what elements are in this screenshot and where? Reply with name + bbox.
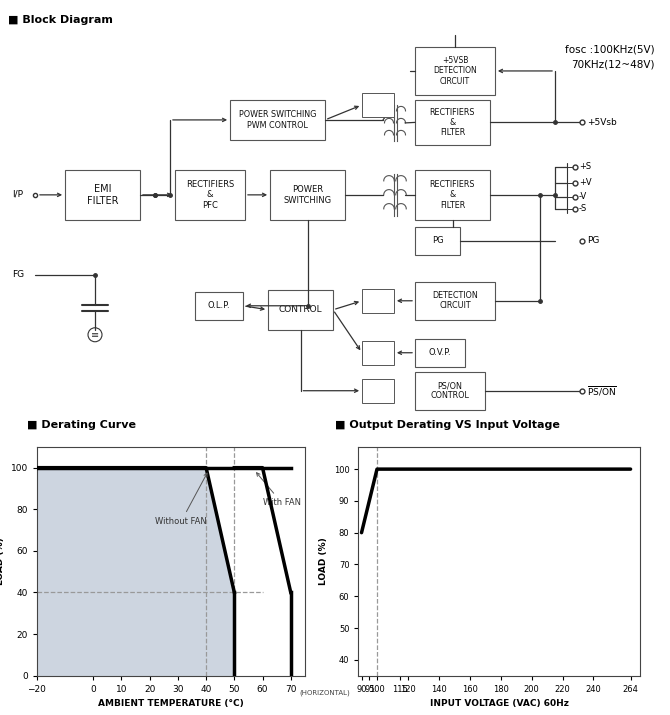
- Text: DETECTION
CIRCUIT: DETECTION CIRCUIT: [432, 291, 478, 310]
- Text: RECTIFIERS
&
FILTER: RECTIFIERS & FILTER: [429, 107, 475, 137]
- Text: +V: +V: [579, 178, 592, 187]
- FancyBboxPatch shape: [415, 100, 490, 145]
- Text: O.L.P.: O.L.P.: [208, 301, 230, 310]
- Text: ■ Derating Curve: ■ Derating Curve: [27, 420, 136, 430]
- Text: RECTIFIERS
&
FILTER: RECTIFIERS & FILTER: [429, 180, 475, 209]
- Text: PG: PG: [431, 237, 444, 245]
- Text: ■ Block Diagram: ■ Block Diagram: [8, 15, 113, 25]
- FancyBboxPatch shape: [362, 341, 394, 365]
- Text: Without FAN: Without FAN: [155, 473, 207, 526]
- FancyBboxPatch shape: [415, 372, 485, 410]
- Text: 70KHz(12~48V): 70KHz(12~48V): [572, 60, 655, 70]
- Text: I/P: I/P: [12, 189, 23, 198]
- X-axis label: AMBIENT TEMPERATURE (°C): AMBIENT TEMPERATURE (°C): [98, 699, 244, 709]
- Text: RECTIFIERS
&
PFC: RECTIFIERS & PFC: [186, 180, 234, 209]
- FancyBboxPatch shape: [415, 282, 495, 320]
- Text: EMI
FILTER: EMI FILTER: [86, 184, 118, 206]
- FancyBboxPatch shape: [230, 100, 325, 140]
- FancyBboxPatch shape: [415, 47, 495, 95]
- Y-axis label: LOAD (%): LOAD (%): [0, 538, 5, 585]
- FancyBboxPatch shape: [65, 170, 140, 220]
- Text: With FAN: With FAN: [257, 473, 301, 507]
- FancyBboxPatch shape: [268, 290, 333, 330]
- FancyBboxPatch shape: [362, 289, 394, 312]
- FancyBboxPatch shape: [415, 227, 460, 255]
- Text: -S: -S: [579, 204, 587, 213]
- FancyBboxPatch shape: [195, 292, 243, 320]
- Text: +5VSB
DETECTION
CIRCUIT: +5VSB DETECTION CIRCUIT: [433, 56, 477, 86]
- Polygon shape: [234, 468, 291, 676]
- Text: POWER
SWITCHING: POWER SWITCHING: [283, 185, 332, 204]
- Text: FG: FG: [12, 270, 24, 280]
- Text: +S: +S: [579, 162, 591, 172]
- FancyBboxPatch shape: [270, 170, 345, 220]
- Text: PS/ON
CONTROL: PS/ON CONTROL: [431, 381, 470, 400]
- FancyBboxPatch shape: [362, 93, 394, 117]
- Text: +5Vsb: +5Vsb: [587, 118, 617, 127]
- Text: (HORIZONTAL): (HORIZONTAL): [299, 689, 350, 696]
- Text: CONTROL: CONTROL: [279, 305, 322, 315]
- Text: ■ Output Derating VS Input Voltage: ■ Output Derating VS Input Voltage: [335, 420, 560, 430]
- Y-axis label: LOAD (%): LOAD (%): [319, 538, 328, 585]
- X-axis label: INPUT VOLTAGE (VAC) 60Hz: INPUT VOLTAGE (VAC) 60Hz: [429, 699, 569, 709]
- Text: fosc :100KHz(5V): fosc :100KHz(5V): [565, 45, 655, 55]
- Text: O.V.P.: O.V.P.: [429, 348, 452, 358]
- FancyBboxPatch shape: [415, 339, 465, 367]
- Polygon shape: [37, 468, 234, 676]
- FancyBboxPatch shape: [415, 170, 490, 220]
- Text: PG: PG: [587, 237, 600, 245]
- Text: -V: -V: [579, 192, 587, 202]
- Text: POWER SWITCHING
PWM CONTROL: POWER SWITCHING PWM CONTROL: [239, 110, 316, 129]
- Text: ≡: ≡: [91, 330, 99, 340]
- Text: $\overline{\rm PS/ON}$: $\overline{\rm PS/ON}$: [587, 384, 617, 398]
- FancyBboxPatch shape: [175, 170, 245, 220]
- FancyBboxPatch shape: [362, 379, 394, 403]
